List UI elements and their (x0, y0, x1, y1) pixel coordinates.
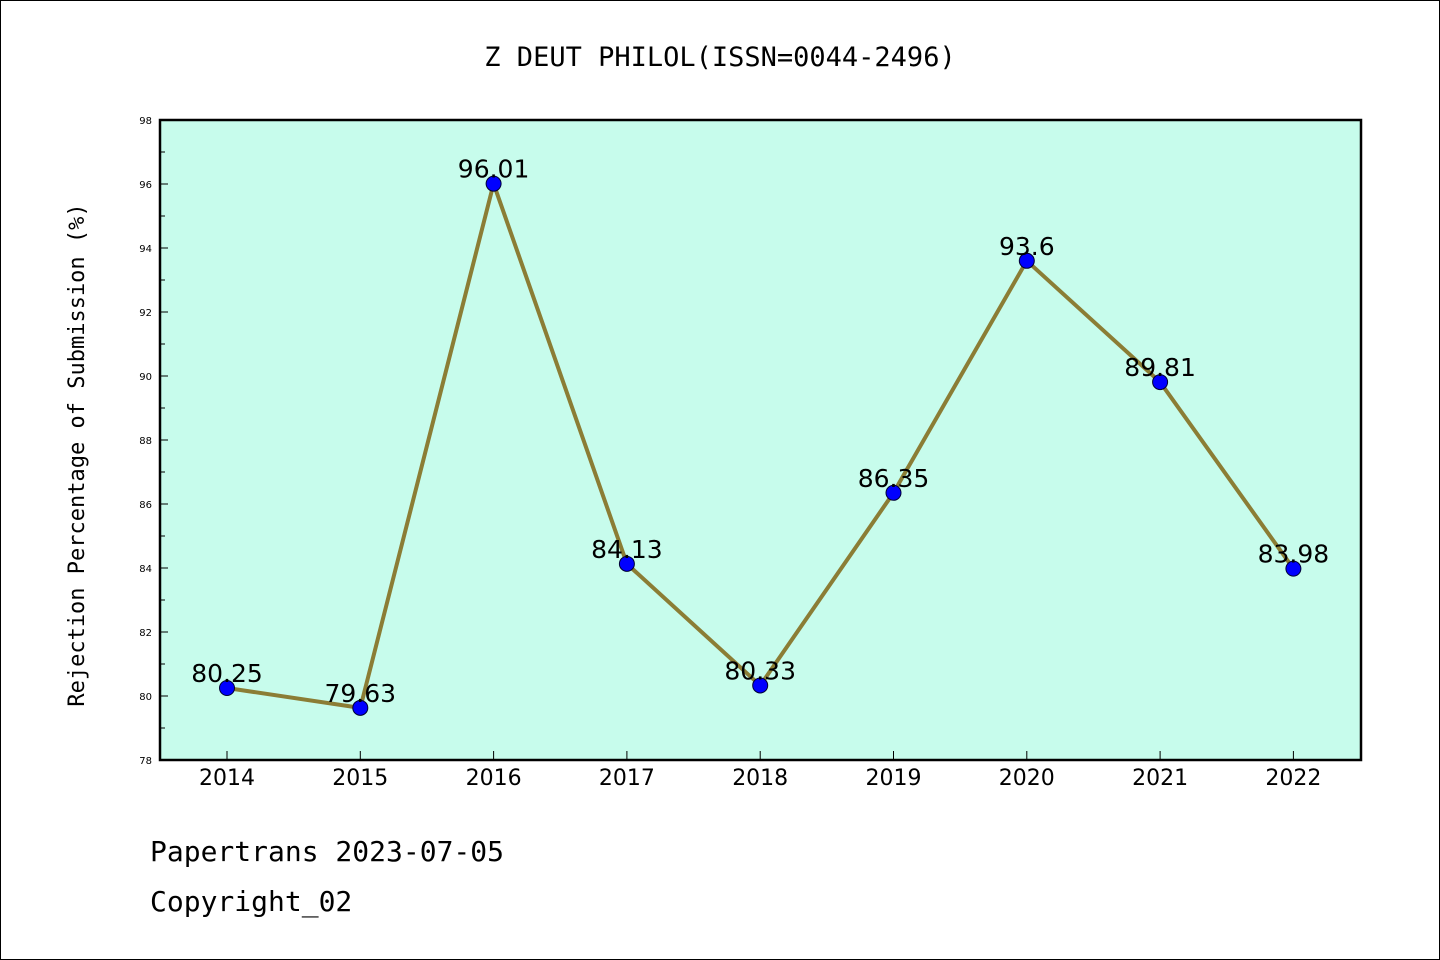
y-tick-label: 78 (139, 756, 152, 767)
footer-copyright: Copyright_02 (150, 885, 353, 918)
y-tick-label: 88 (139, 436, 152, 447)
y-tick-label: 90 (139, 372, 152, 383)
data-point (485, 175, 502, 192)
data-label: 84.13 (591, 535, 663, 564)
data-label: 93.6 (999, 232, 1055, 261)
data-point (1152, 374, 1169, 391)
y-axis-label: Rejection Percentage of Submission (%) (65, 203, 90, 706)
data-point (1018, 252, 1035, 269)
data-label: 86.35 (858, 464, 930, 493)
data-labels: 80.25 79.63 96.01 84.13 80.33 86.35 93.6 89.81 8… (191, 155, 1329, 708)
data-label: 96.01 (458, 155, 530, 184)
x-tick-label: 2018 (732, 766, 788, 791)
y-tick-label: 92 (139, 308, 152, 319)
data-point (885, 484, 902, 501)
x-tick-label: 2019 (866, 766, 922, 791)
data-label: 80.33 (724, 656, 796, 685)
x-tick-label: 2015 (332, 766, 388, 791)
y-tick-label: 82 (139, 628, 152, 639)
x-tick-label: 2020 (999, 766, 1055, 791)
footer-date: Papertrans 2023-07-05 (150, 835, 505, 868)
x-tick-label: 2022 (1265, 766, 1321, 791)
y-tick-label: 98 (139, 116, 152, 127)
data-label: 80.25 (191, 659, 263, 688)
data-label: 79.63 (325, 679, 397, 708)
y-tick-label: 86 (139, 500, 152, 511)
data-point (1285, 560, 1302, 577)
plot-border (158, 118, 1363, 762)
y-tick-label: 94 (139, 244, 152, 255)
y-tick-label: 80 (139, 692, 152, 703)
x-tick-label: 2014 (199, 766, 255, 791)
data-point (219, 680, 235, 696)
x-tick-label: 2021 (1132, 766, 1188, 791)
x-axis: 2014 2015 2016 2017 2018 2019 2020 2021 2022 (199, 751, 1321, 791)
data-point (752, 677, 769, 694)
y-tick-label: 96 (139, 180, 152, 191)
data-point (618, 555, 635, 572)
x-tick-label: 2017 (599, 766, 655, 791)
data-label: 89.81 (1124, 353, 1196, 382)
data-points (219, 175, 1302, 716)
plot-area (160, 120, 1361, 760)
data-label: 83.98 (1258, 540, 1330, 569)
x-tick-label: 2016 (466, 766, 522, 791)
y-tick-label: 84 (139, 564, 152, 575)
data-point (352, 699, 369, 716)
chart-title: Z DEUT PHILOL(ISSN=0044-2496) (484, 42, 955, 73)
